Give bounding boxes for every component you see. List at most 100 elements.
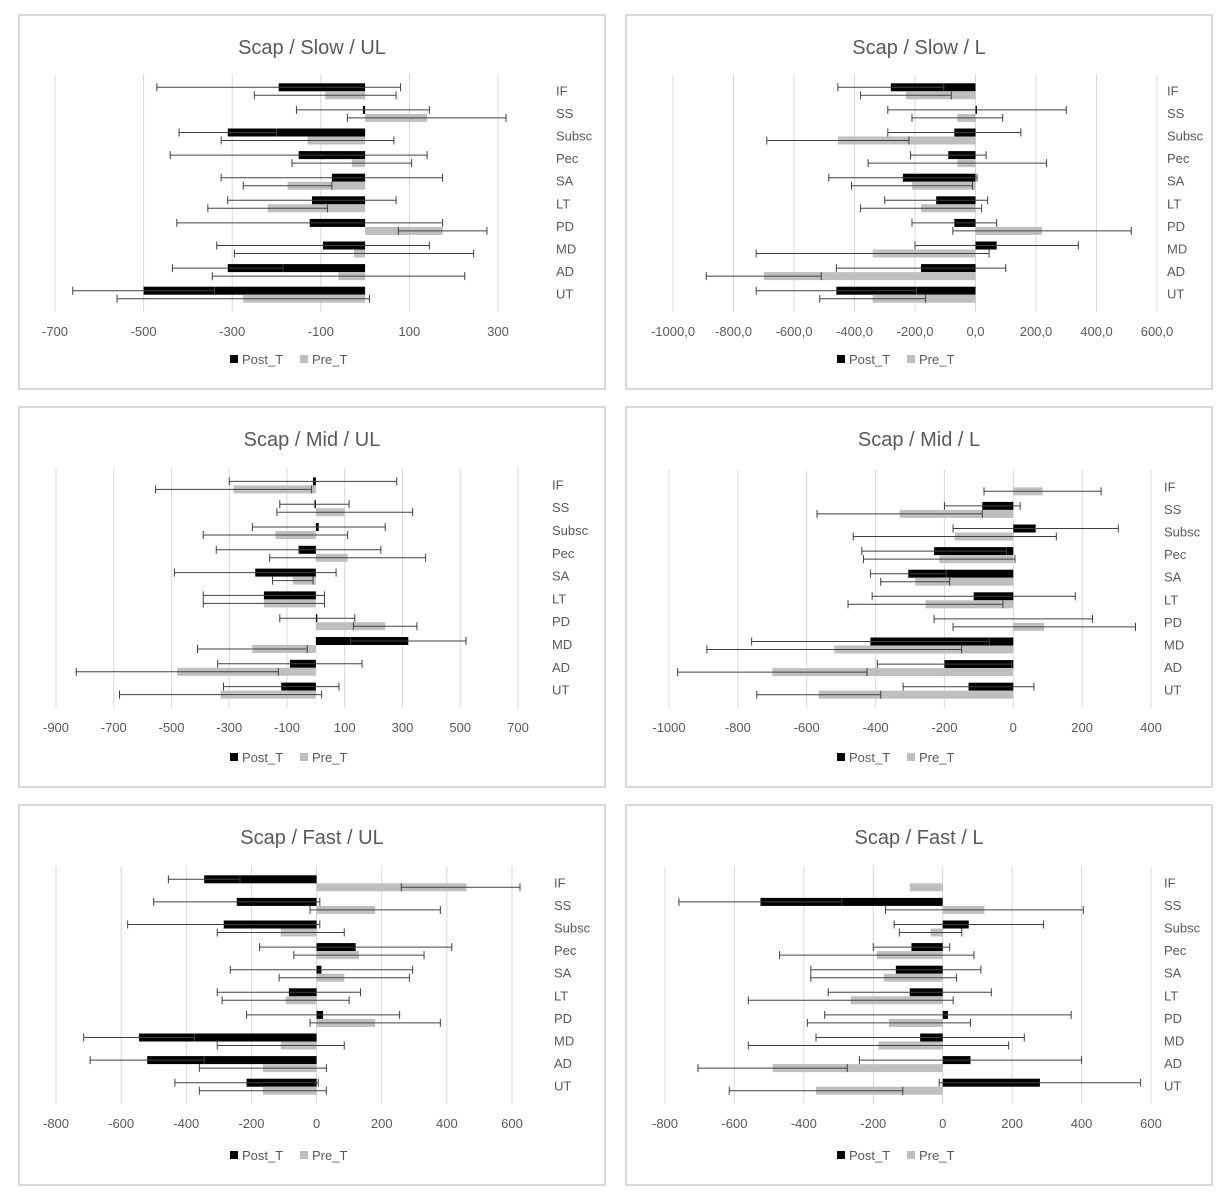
bar-post: [760, 897, 943, 906]
x-tick-label: -600: [721, 1116, 747, 1131]
x-tick-label: -700: [101, 720, 127, 735]
category-label: PD: [1164, 1011, 1182, 1026]
legend-label: Pre_T: [312, 352, 347, 367]
legend-swatch-post: [837, 355, 845, 363]
chart-panel: Scap / Mid / UL -900 -700 -500 -300 -100 100 30…: [18, 406, 606, 788]
x-tick-label: -600: [794, 720, 820, 735]
category-label: Subsc: [1164, 525, 1201, 540]
category-label: AD: [554, 1056, 572, 1071]
legend-swatch-post: [230, 1151, 238, 1159]
chart-svg: Scap / Fast / L -800 -600 -400 -200 0 200 400 60…: [652, 827, 1201, 1163]
x-tick-label: 0: [939, 1116, 946, 1131]
bar-post: [143, 286, 366, 295]
x-tick-label: 600: [501, 1116, 523, 1131]
chart-panel: Scap / Mid / L -1000 -800 -600 -400 -200 0 200 4…: [625, 406, 1213, 788]
category-label: IF: [1164, 875, 1176, 890]
legend-label: Post_T: [849, 352, 890, 367]
x-tick-label: -200,0: [897, 324, 934, 339]
category-label: SS: [1164, 898, 1182, 913]
category-label: SS: [552, 500, 570, 515]
category-label: SA: [1167, 174, 1185, 189]
category-label: UT: [1164, 683, 1181, 698]
bar-pre: [315, 622, 386, 631]
chart-title: Scap / Slow / UL: [238, 37, 386, 59]
legend-swatch-post: [837, 1151, 845, 1159]
legend-label: Pre_T: [312, 1148, 347, 1163]
legend-swatch-pre: [300, 355, 308, 363]
x-tick-label: -1000: [652, 720, 685, 735]
category-label: Pec: [1167, 151, 1190, 166]
category-label: LT: [1164, 988, 1178, 1003]
x-tick-label: 500: [449, 720, 471, 735]
category-label: MD: [554, 1034, 574, 1049]
x-tick-label: 200: [1001, 1116, 1023, 1131]
x-tick-label: -600,0: [776, 324, 813, 339]
category-label: PD: [554, 1011, 572, 1026]
bar-pre: [772, 668, 1014, 677]
bar-pre: [772, 1064, 943, 1073]
bar-pre: [818, 690, 1014, 699]
legend-swatch-pre: [300, 1151, 308, 1159]
category-label: AD: [1167, 264, 1185, 279]
category-label: UT: [1164, 1079, 1181, 1094]
category-label: SA: [552, 569, 570, 584]
chart-title: Scap / Fast / L: [855, 827, 984, 849]
chart-title: Scap / Fast / UL: [240, 827, 383, 849]
x-tick-label: 600,0: [1141, 324, 1174, 339]
category-label: LT: [556, 196, 570, 211]
category-label: MD: [556, 242, 576, 257]
x-tick-label: 0: [1010, 720, 1017, 735]
x-tick-label: -200: [860, 1116, 886, 1131]
chart-svg: Scap / Slow / L -1000,0 -800,0 -600,0 -400,0…: [651, 37, 1204, 367]
legend-label: Pre_T: [919, 1148, 954, 1163]
category-label: SA: [556, 174, 574, 189]
category-label: Subsc: [552, 523, 589, 538]
category-label: SA: [1164, 570, 1182, 585]
x-tick-label: 0: [313, 1116, 320, 1131]
x-tick-label: -300: [216, 720, 242, 735]
x-tick-label: 100: [334, 720, 356, 735]
chart-title: Scap / Mid / L: [858, 429, 980, 451]
bar-post: [139, 1033, 317, 1042]
category-label: Subsc: [1167, 129, 1204, 144]
chart-title: Scap / Slow / L: [852, 37, 985, 59]
x-tick-label: -400,0: [836, 324, 873, 339]
category-label: SS: [1164, 502, 1182, 517]
chart-title: Scap / Mid / UL: [244, 429, 381, 451]
category-label: AD: [1164, 1056, 1182, 1071]
chart-svg: Scap / Mid / L -1000 -800 -600 -400 -200 0 200 4…: [652, 429, 1201, 765]
chart-panel: Scap / Fast / UL -800 -600 -400 -200 0 200 400 6…: [18, 804, 606, 1186]
x-tick-label: -500: [131, 324, 157, 339]
chart-svg: Scap / Mid / UL -900 -700 -500 -300 -100 100 30…: [43, 429, 589, 765]
category-label: SS: [556, 106, 574, 121]
x-tick-label: 400: [436, 1116, 458, 1131]
category-label: PD: [556, 219, 574, 234]
category-label: UT: [552, 683, 569, 698]
category-label: AD: [556, 264, 574, 279]
category-label: UT: [1167, 287, 1184, 302]
legend-swatch-post: [230, 355, 238, 363]
x-tick-label: 600: [1140, 1116, 1162, 1131]
category-label: PD: [552, 614, 570, 629]
legend-label: Pre_T: [312, 750, 347, 765]
category-label: UT: [556, 287, 573, 302]
category-label: UT: [554, 1079, 571, 1094]
category-label: LT: [1164, 592, 1178, 607]
x-tick-label: -800,0: [715, 324, 752, 339]
chart-panel: Scap / Fast / L -800 -600 -400 -200 0 200 400 60…: [625, 804, 1213, 1186]
x-tick-label: 100: [399, 324, 421, 339]
chart-panel: Scap / Slow / UL -700 -500 -300 -100 100 300 IF…: [18, 14, 606, 390]
x-tick-label: 200,0: [1020, 324, 1053, 339]
category-label: Pec: [1164, 547, 1187, 562]
legend-label: Pre_T: [919, 352, 954, 367]
x-tick-label: 300: [487, 324, 509, 339]
x-tick-label: 300: [392, 720, 414, 735]
category-label: IF: [1164, 479, 1176, 494]
x-tick-label: -600: [108, 1116, 134, 1131]
category-label: Subsc: [1164, 921, 1201, 936]
bar-pre: [915, 577, 1014, 586]
bar-post: [147, 1056, 317, 1065]
legend-swatch-post: [230, 753, 238, 761]
x-tick-label: -100: [274, 720, 300, 735]
bar-post: [227, 264, 366, 273]
